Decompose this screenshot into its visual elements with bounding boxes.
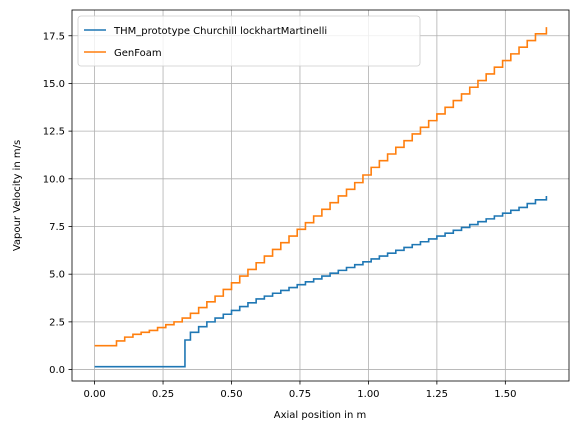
- x-tick-label: 1.50: [494, 389, 516, 400]
- legend-box: [77, 15, 421, 67]
- legend-label-1: THM_prototype Churchill lockhartMartinel…: [113, 26, 327, 37]
- x-axis: 0.00 0.25 0.50 0.75 1.00 1.25 1.50: [83, 381, 516, 400]
- series-line-1: [94, 195, 548, 368]
- series-layer: [94, 27, 548, 368]
- y-tick-label: 12.5: [43, 127, 65, 138]
- y-axis: 0.0 2.5 5.0 7.5 10.0 12.5 15.0 17.5: [43, 31, 72, 376]
- y-axis-label: Vapour Velocity in m/s: [12, 140, 23, 251]
- series-line-2: [94, 27, 548, 347]
- y-tick-label: 7.5: [49, 222, 65, 233]
- x-tick-label: 0.75: [289, 389, 311, 400]
- y-tick-label: 10.0: [43, 174, 65, 185]
- x-axis-label: Axial position in m: [274, 410, 366, 421]
- x-tick-label: 0.25: [152, 389, 174, 400]
- y-tick-label: 15.0: [43, 79, 65, 90]
- y-tick-label: 17.5: [43, 31, 65, 42]
- x-tick-label: 0.00: [83, 389, 105, 400]
- legend: THM_prototype Churchill lockhartMartinel…: [77, 15, 421, 67]
- x-tick-label: 0.50: [220, 389, 242, 400]
- y-tick-label: 0.0: [49, 365, 65, 376]
- plot-frame: [71, 9, 570, 382]
- x-tick-label: 1.00: [357, 389, 379, 400]
- y-tick-label: 2.5: [49, 317, 65, 328]
- x-tick-label: 1.25: [426, 389, 448, 400]
- y-tick-label: 5.0: [49, 270, 65, 281]
- legend-label-2: GenFoam: [114, 48, 162, 59]
